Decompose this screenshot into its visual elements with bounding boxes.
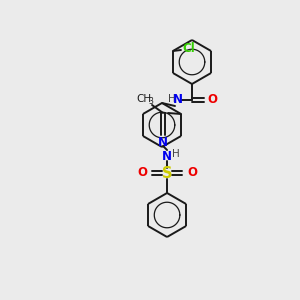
Text: 3: 3 [148,97,154,106]
Text: S: S [162,166,172,181]
Text: Cl: Cl [183,41,195,55]
Text: N: N [158,136,168,148]
Text: O: O [137,166,147,179]
Text: N: N [162,149,172,163]
Text: H: H [168,94,176,104]
Text: H: H [172,149,180,159]
Text: O: O [207,93,217,106]
Text: CH: CH [136,94,152,104]
Text: N: N [173,93,183,106]
Text: O: O [187,166,197,179]
